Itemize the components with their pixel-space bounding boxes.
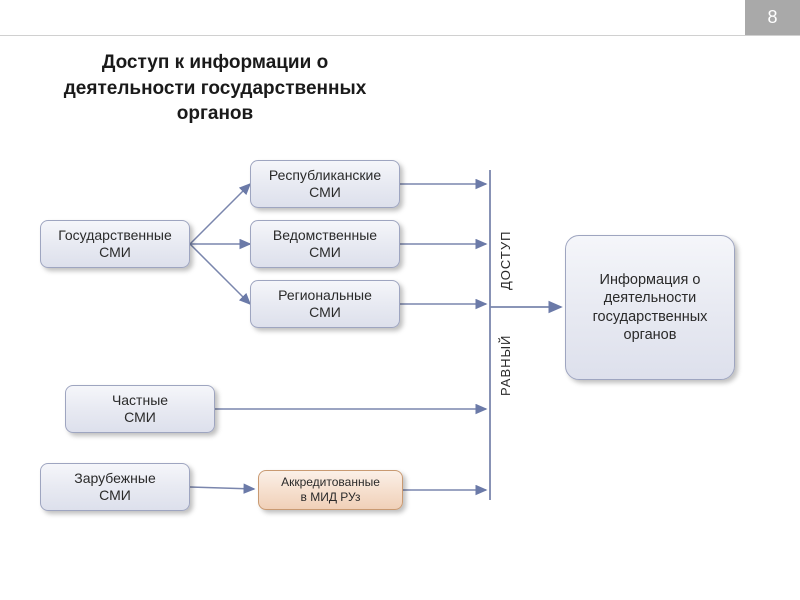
top-divider (0, 35, 800, 36)
node-state-media: ГосударственныеСМИ (40, 220, 190, 268)
node-info-box: Информация одеятельностигосударственныхо… (565, 235, 735, 380)
node-accredited: Аккредитованныев МИД РУз (258, 470, 403, 510)
node-departmental-media: ВедомственныеСМИ (250, 220, 400, 268)
page-title: Доступ к информации о деятельности госуд… (45, 50, 385, 127)
node-label: ЧастныеСМИ (112, 392, 168, 427)
label-equal: РАВНЫЙ (498, 320, 513, 410)
label-access: ДОСТУП (498, 215, 513, 305)
node-label: ГосударственныеСМИ (58, 227, 172, 262)
node-foreign-media: ЗарубежныеСМИ (40, 463, 190, 511)
node-private-media: ЧастныеСМИ (65, 385, 215, 433)
node-label: ЗарубежныеСМИ (74, 470, 155, 505)
node-republican-media: РеспубликанскиеСМИ (250, 160, 400, 208)
node-label: Аккредитованныев МИД РУз (281, 475, 380, 505)
node-regional-media: РегиональныеСМИ (250, 280, 400, 328)
node-label: ВедомственныеСМИ (273, 227, 377, 262)
page-number: 8 (745, 0, 800, 35)
node-label: РегиональныеСМИ (278, 287, 372, 322)
node-label: РеспубликанскиеСМИ (269, 167, 381, 202)
node-label: Информация одеятельностигосударственныхо… (593, 271, 708, 344)
